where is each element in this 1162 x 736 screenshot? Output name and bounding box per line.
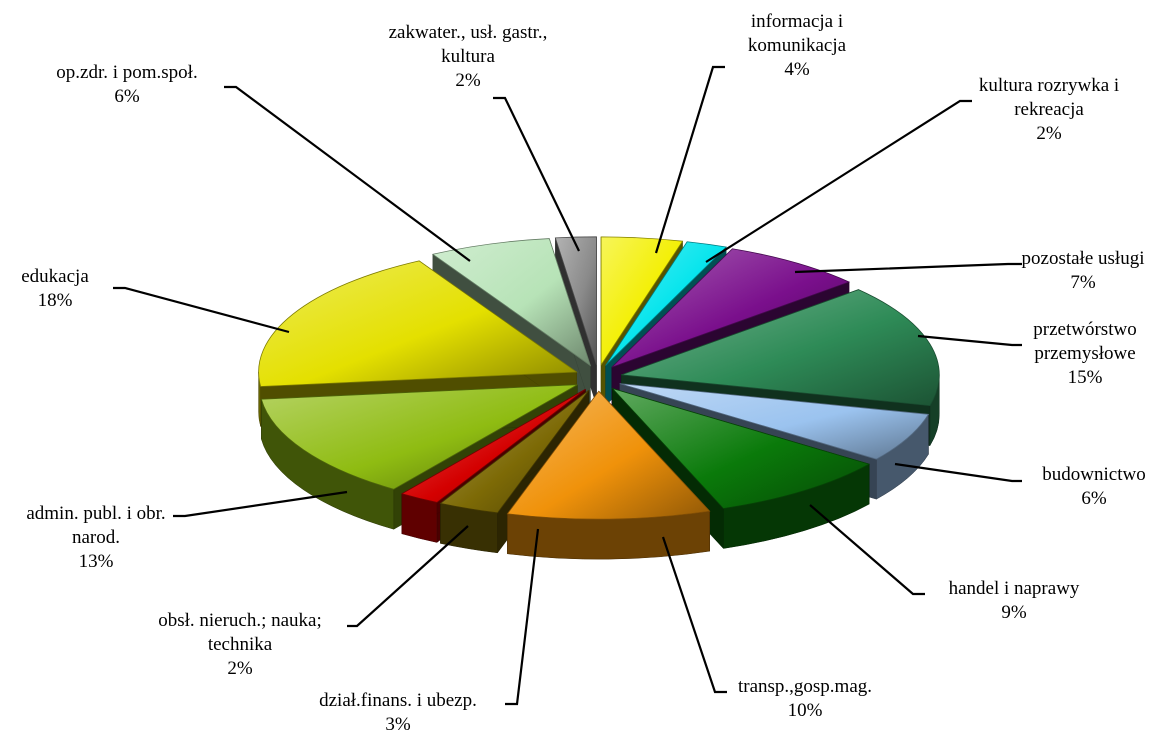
leader-line — [493, 96, 580, 252]
slice-category-label: przetwórstwo — [1033, 319, 1136, 340]
leader-line — [113, 286, 290, 334]
leader-line — [705, 99, 972, 263]
slice-category-label: kultura — [441, 46, 495, 67]
pie-slice — [619, 383, 930, 460]
pie-slice — [400, 388, 586, 503]
slice-category-label: op.zdr. i pom.społ. — [56, 62, 197, 83]
pie-slice — [260, 384, 578, 490]
slice-category-label: komunikacja — [748, 35, 847, 56]
slice-percent-label: 15% — [1068, 367, 1103, 388]
slice-category-label: technika — [208, 634, 273, 655]
slice-category-label: admin. publ. i obr. — [26, 503, 165, 524]
leader-lines — [113, 65, 1022, 706]
slice-percent-label: 2% — [1036, 123, 1062, 144]
slice-percent-label: 10% — [788, 700, 823, 721]
slice-category-label: transp.,gosp.mag. — [738, 676, 872, 697]
pie-slice — [621, 289, 940, 407]
slice-category-label: dział.finans. i ubezp. — [319, 690, 477, 711]
pie-slice — [554, 236, 597, 365]
slice-percent-label: 2% — [227, 658, 253, 679]
pie-slice — [258, 260, 578, 387]
leader-line — [173, 490, 348, 518]
slice-percent-label: 18% — [38, 290, 73, 311]
pie-slice — [439, 389, 590, 514]
slice-percent-label: 9% — [1001, 602, 1027, 623]
slice-category-label: przemysłowe — [1034, 343, 1135, 364]
slice-category-label: zakwater., usł. gastr., — [389, 22, 548, 43]
leader-line — [794, 262, 1022, 274]
slice-category-label: rekreacja — [1014, 99, 1084, 120]
leader-line — [661, 536, 727, 694]
slice-percent-label: 7% — [1070, 272, 1096, 293]
pie-slice — [611, 248, 851, 368]
pie-slice — [431, 238, 592, 367]
leader-line — [917, 334, 1022, 347]
slice-percent-label: 3% — [385, 714, 411, 735]
slice-category-label: handel i naprawy — [949, 578, 1080, 599]
slice-percent-label: 6% — [114, 86, 140, 107]
leader-line — [809, 504, 925, 596]
slice-category-label: obsł. nieruch.; nauka; — [158, 610, 322, 631]
slice-percent-label: 6% — [1081, 488, 1107, 509]
slice-category-label: pozostałe usługi — [1022, 248, 1145, 269]
leader-line — [654, 65, 725, 254]
pie-slice — [506, 390, 711, 520]
slice-category-label: informacja i — [751, 11, 843, 32]
slice-category-label: edukacja — [21, 266, 89, 287]
data-labels: informacja i komunikacja 4% kultura rozrywk… — [21, 11, 1145, 735]
slice-percent-label: 4% — [784, 59, 810, 80]
leader-line — [894, 462, 1022, 483]
pie-slice — [600, 236, 684, 367]
pie-slices — [258, 236, 940, 520]
pie-slice — [611, 387, 871, 509]
slice-percent-label: 2% — [455, 70, 481, 91]
slice-percent-label: 13% — [79, 551, 114, 572]
slice-category-label: kultura rozrywka i — [979, 75, 1119, 96]
pie-slice — [605, 241, 727, 366]
leader-line — [505, 528, 540, 706]
leader-line — [347, 525, 469, 628]
leader-line — [224, 85, 471, 262]
slice-category-label: budownictwo — [1042, 464, 1145, 485]
slice-category-label: narod. — [72, 527, 120, 548]
